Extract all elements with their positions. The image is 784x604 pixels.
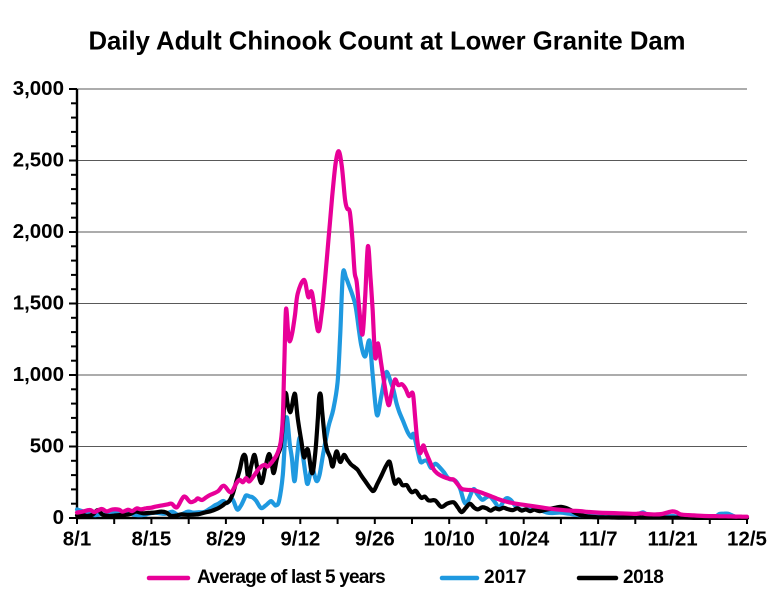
svg-text:8/15: 8/15 bbox=[131, 528, 171, 551]
svg-text:10/10: 10/10 bbox=[424, 528, 475, 551]
svg-text:Daily Adult Chinook Count at L: Daily Adult Chinook Count at Lower Grani… bbox=[88, 28, 685, 56]
svg-text:3,000: 3,000 bbox=[13, 77, 64, 100]
svg-text:1,000: 1,000 bbox=[13, 363, 64, 386]
svg-text:2,000: 2,000 bbox=[13, 220, 64, 243]
svg-text:9/26: 9/26 bbox=[355, 528, 395, 551]
svg-text:8/29: 8/29 bbox=[206, 528, 246, 551]
svg-text:0: 0 bbox=[53, 506, 64, 529]
svg-text:11/21: 11/21 bbox=[648, 528, 698, 551]
svg-text:9/12: 9/12 bbox=[280, 528, 320, 551]
svg-text:2017: 2017 bbox=[484, 567, 526, 588]
svg-text:Average of last 5 years: Average of last 5 years bbox=[197, 567, 385, 588]
svg-text:8/1: 8/1 bbox=[63, 528, 92, 551]
svg-text:500: 500 bbox=[30, 435, 64, 458]
svg-text:12/5: 12/5 bbox=[727, 528, 767, 551]
svg-text:10/24: 10/24 bbox=[498, 528, 550, 551]
svg-text:1,500: 1,500 bbox=[13, 292, 64, 315]
svg-text:2018: 2018 bbox=[623, 567, 663, 588]
svg-text:2,500: 2,500 bbox=[13, 149, 64, 172]
svg-text:11/7: 11/7 bbox=[579, 528, 618, 551]
